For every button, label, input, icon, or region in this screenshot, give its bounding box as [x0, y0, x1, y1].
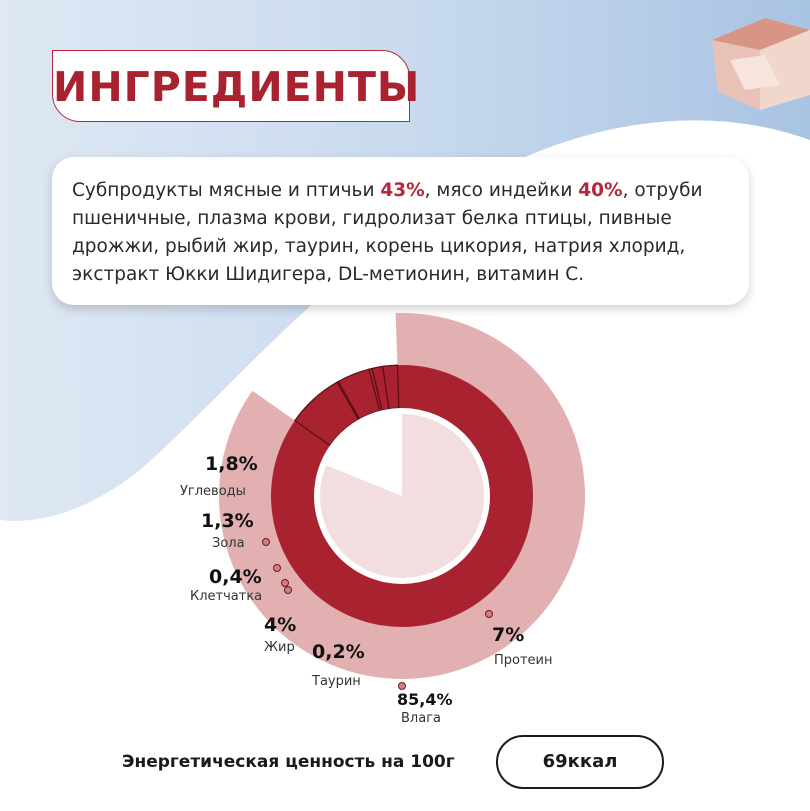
label-name-fiber: Клетчатка — [190, 589, 262, 604]
label-dot-0 — [398, 682, 406, 690]
label-value-carbs: 1,8% — [205, 453, 258, 475]
meat-percent: 43% — [380, 180, 425, 201]
ingredients-text-3: , отруби пшеничные, плазма крови, гидрол… — [72, 180, 703, 285]
label-value-ash: 1,3% — [201, 510, 254, 532]
meat-image — [712, 18, 810, 110]
label-dot-4 — [273, 564, 281, 572]
label-name-carbs: Углеводы — [180, 484, 246, 499]
label-value-protein: 7% — [492, 624, 524, 646]
ingredients-text-2: , мясо индейки — [424, 180, 579, 201]
label-name-protein: Протеин — [494, 653, 553, 668]
title-box: ИНГРЕДИЕНТЫ — [52, 50, 421, 122]
label-dot-1 — [485, 610, 493, 618]
ingredients-text-1: Субпродукты мясные и птичьи — [72, 180, 381, 201]
label-value-taurine: 0,2% — [312, 641, 365, 663]
label-name-taurine: Таурин — [311, 674, 361, 689]
label-value-moisture: 85,4% — [397, 690, 453, 709]
label-name-moisture: Влага — [401, 711, 441, 726]
label-dot-3 — [281, 579, 289, 587]
label-dot-2 — [284, 586, 292, 594]
label-name-fat: Жир — [264, 640, 295, 655]
energy-label: Энергетическая ценность на 100г — [122, 752, 455, 772]
page-title: ИНГРЕДИЕНТЫ — [53, 63, 421, 111]
label-value-fat: 4% — [264, 614, 296, 636]
ingredients-card: Субпродукты мясные и птичьи 43%, мясо ин… — [52, 157, 749, 305]
energy-value: 69ккал — [496, 735, 664, 789]
label-name-ash: Зола — [212, 536, 245, 551]
label-value-fiber: 0,4% — [209, 566, 262, 588]
center-highlight — [326, 414, 402, 496]
turkey-percent: 40% — [578, 180, 623, 201]
label-dot-5 — [262, 538, 270, 546]
